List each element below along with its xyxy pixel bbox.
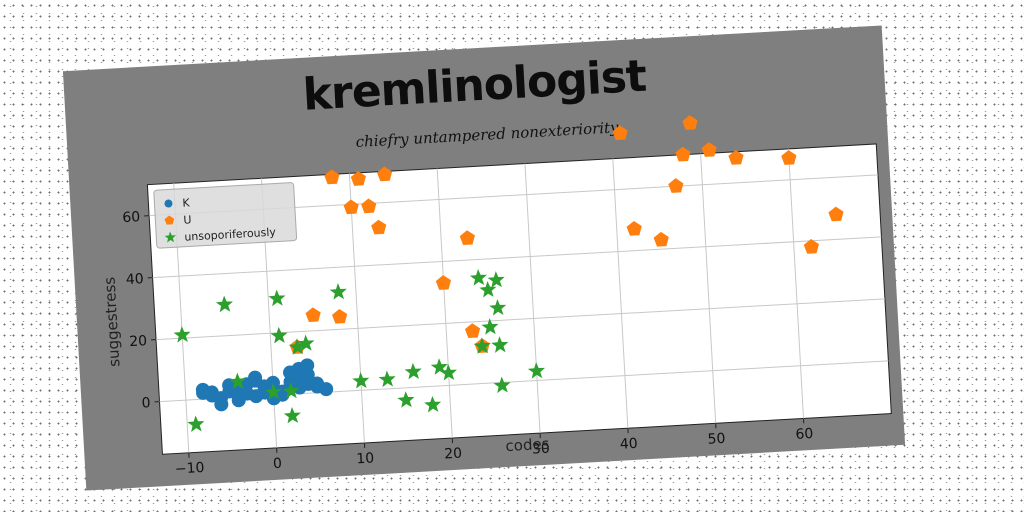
point-unsoporiferously bbox=[282, 382, 300, 399]
point-k bbox=[265, 375, 280, 390]
x-tick-label: 30 bbox=[532, 441, 551, 458]
legend-label-k: K bbox=[182, 196, 191, 209]
x-grid-line bbox=[612, 158, 629, 429]
point-u bbox=[435, 275, 451, 290]
point-u bbox=[781, 150, 797, 165]
point-unsoporiferously bbox=[489, 299, 507, 316]
point-unsoporiferously bbox=[469, 269, 487, 286]
legend-marker-k bbox=[164, 199, 173, 208]
point-unsoporiferously bbox=[329, 283, 347, 300]
legend: K U unsoporiferously bbox=[153, 182, 298, 249]
point-unsoporiferously bbox=[397, 391, 415, 408]
point-k bbox=[196, 385, 211, 400]
point-unsoporiferously bbox=[473, 337, 491, 354]
point-unsoporiferously bbox=[215, 295, 233, 313]
point-u bbox=[668, 178, 684, 193]
point-unsoporiferously bbox=[228, 372, 247, 390]
y-tick-label: 40 bbox=[125, 271, 144, 288]
x-tick-label: 40 bbox=[619, 436, 638, 453]
x-tick-label: 20 bbox=[444, 446, 463, 463]
point-k bbox=[300, 358, 315, 373]
point-u bbox=[612, 125, 628, 141]
point-u bbox=[324, 169, 340, 185]
legend-marker-unsoporiferously bbox=[164, 231, 176, 243]
x-grid-line bbox=[700, 153, 717, 424]
point-k bbox=[292, 380, 307, 395]
axis-ticks: −10 0 10 20 30 40 50 60 0 20 40 60 bbox=[122, 209, 814, 478]
point-unsoporiferously bbox=[288, 338, 306, 355]
point-unsoporiferously bbox=[187, 415, 205, 433]
y-tick-label: 60 bbox=[122, 209, 141, 226]
scatter-chart: kremlinologist chiefry untampered nonext… bbox=[100, 51, 892, 478]
point-u bbox=[305, 307, 321, 322]
point-u bbox=[371, 219, 387, 235]
point-unsoporiferously bbox=[270, 326, 288, 344]
point-unsoporiferously bbox=[173, 326, 191, 343]
point-u bbox=[675, 146, 691, 162]
x-tick-label: 10 bbox=[356, 450, 375, 467]
data-points bbox=[173, 115, 844, 433]
point-unsoporiferously bbox=[493, 376, 511, 394]
point-unsoporiferously bbox=[283, 406, 301, 424]
point-u bbox=[343, 199, 359, 215]
point-k bbox=[248, 370, 263, 385]
point-u bbox=[728, 149, 744, 165]
x-grid-line bbox=[348, 173, 365, 443]
point-k bbox=[214, 397, 229, 412]
point-k bbox=[249, 389, 264, 404]
chart-title: kremlinologist bbox=[301, 51, 648, 121]
point-u bbox=[626, 220, 642, 236]
legend-marker-u bbox=[164, 215, 175, 225]
point-u bbox=[464, 323, 481, 338]
point-u bbox=[653, 231, 669, 247]
x-tick-label: 50 bbox=[707, 431, 726, 448]
point-unsoporiferously bbox=[487, 271, 505, 288]
legend-box bbox=[153, 182, 298, 249]
point-k bbox=[283, 365, 298, 380]
point-u bbox=[701, 142, 717, 157]
x-tick-label: −10 bbox=[174, 460, 204, 478]
y-tick-label: 20 bbox=[129, 333, 148, 350]
point-unsoporiferously bbox=[424, 395, 442, 413]
y-axis-label: suggestress bbox=[100, 276, 123, 367]
x-tick-label: 0 bbox=[273, 456, 283, 472]
x-tick-label: 60 bbox=[795, 426, 814, 443]
point-unsoporiferously bbox=[297, 334, 315, 352]
point-u bbox=[332, 308, 348, 324]
chart-card: kremlinologist chiefry untampered nonext… bbox=[62, 25, 906, 491]
chart-subtitle: chiefry untampered nonexteriority bbox=[355, 118, 619, 151]
point-unsoporiferously bbox=[481, 318, 499, 335]
point-unsoporiferously bbox=[352, 371, 370, 389]
point-unsoporiferously bbox=[527, 362, 546, 379]
point-unsoporiferously bbox=[439, 363, 457, 381]
legend-label-unsoporiferously: unsoporiferously bbox=[184, 226, 277, 244]
point-u bbox=[350, 171, 366, 186]
x-grid-line bbox=[787, 148, 805, 419]
point-unsoporiferously bbox=[491, 336, 509, 353]
point-unsoporiferously bbox=[264, 383, 282, 400]
point-u bbox=[376, 166, 393, 182]
point-unsoporiferously bbox=[378, 370, 396, 388]
point-u bbox=[828, 206, 844, 222]
x-axis-label: codes bbox=[505, 435, 550, 455]
point-unsoporiferously bbox=[479, 280, 497, 298]
point-u bbox=[682, 115, 698, 130]
y-tick-label: 0 bbox=[141, 395, 151, 411]
point-u bbox=[361, 198, 377, 214]
x-grid-line bbox=[436, 168, 453, 439]
legend-label-u: U bbox=[183, 213, 192, 226]
y-grid-line bbox=[152, 236, 882, 279]
x-grid-line bbox=[524, 163, 541, 434]
point-u bbox=[459, 230, 475, 246]
point-unsoporiferously bbox=[268, 289, 286, 307]
point-u bbox=[803, 239, 819, 254]
plot-area bbox=[146, 143, 892, 455]
point-unsoporiferously bbox=[404, 362, 422, 380]
